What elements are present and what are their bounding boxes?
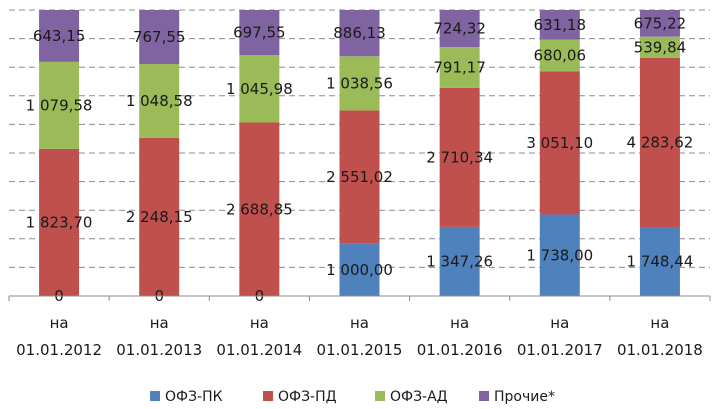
bar-segment-3-cat-6 <box>539 39 580 72</box>
bar-segment-4-cat-2 <box>139 10 180 65</box>
legend: ОФЗ-ПК ОФЗ-ПД ОФЗ-АД Прочие* <box>150 389 555 405</box>
legend-label: ОФЗ-ПД <box>278 389 337 405</box>
bar-segment-2-cat-4 <box>339 110 380 244</box>
x-tick-label: на 01.01.2018 <box>617 314 703 359</box>
data-label: 724,32 <box>433 20 486 38</box>
data-label: 886,13 <box>333 24 386 42</box>
bar-segment-1-cat-4 <box>339 243 380 296</box>
data-label: 2 688,85 <box>226 200 293 218</box>
bar-segment-3-cat-4 <box>339 56 380 111</box>
bar-segment-3-cat-1 <box>39 61 80 149</box>
x-tick-label: на 01.01.2013 <box>116 314 202 359</box>
x-tick-label: на 01.01.2015 <box>317 314 403 359</box>
legend-swatch <box>479 391 489 401</box>
data-label: 1 347,26 <box>426 252 493 270</box>
data-label: 2 551,02 <box>326 168 393 186</box>
data-label: 767,55 <box>133 28 186 46</box>
bar-segment-2-cat-2 <box>139 137 180 296</box>
x-tick-label: на 01.01.2014 <box>216 314 302 359</box>
data-label: 791,17 <box>433 58 486 76</box>
bar-segment-1-cat-6 <box>539 214 580 296</box>
bar-segment-3-cat-7 <box>639 36 680 58</box>
data-label: 1 079,58 <box>26 96 93 114</box>
bar-segment-2-cat-6 <box>539 71 580 215</box>
data-label: 1 048,58 <box>126 92 193 110</box>
x-tick-label: на 01.01.2016 <box>417 314 503 359</box>
bar-segment-3-cat-2 <box>139 64 180 138</box>
legend-label: ОФЗ-АД <box>390 389 448 405</box>
bar-segment-4-cat-1 <box>39 10 80 62</box>
data-label: 539,84 <box>634 38 687 56</box>
bar-segment-4-cat-3 <box>239 10 280 56</box>
data-label: 697,55 <box>233 24 286 42</box>
legend-swatch <box>375 391 385 401</box>
legend-item: ОФЗ-ПД <box>263 389 337 405</box>
legend-swatch <box>263 391 273 401</box>
data-label: 643,15 <box>33 27 86 45</box>
x-axis: на 01.01.2012 на 01.01.2013 на 01.01.2014 на 01… <box>8 295 711 359</box>
legend-label: Прочие* <box>494 389 555 405</box>
bar-segment-2-cat-1 <box>39 148 80 296</box>
data-label: 1 000,00 <box>326 261 393 279</box>
data-label: 1 823,70 <box>26 213 93 231</box>
bar-segment-1-cat-5 <box>439 226 480 296</box>
bar-segment-4-cat-6 <box>539 10 580 40</box>
data-label: 2 710,34 <box>426 148 493 166</box>
bar-segment-2-cat-3 <box>239 122 280 296</box>
data-label: 1 045,98 <box>226 80 293 98</box>
data-label: 3 051,10 <box>526 134 593 152</box>
data-label: 680,06 <box>534 47 587 65</box>
legend-swatch <box>150 391 160 401</box>
bar-segment-3-cat-5 <box>439 47 480 88</box>
bar-segment-2-cat-5 <box>439 87 480 227</box>
bar-segment-4-cat-4 <box>339 10 380 57</box>
bar-segment-1-cat-7 <box>639 226 680 296</box>
legend-label: ОФЗ-ПК <box>165 389 223 405</box>
data-label: 675,22 <box>634 14 687 32</box>
x-tick-label: на 01.01.2017 <box>517 314 603 359</box>
bar-segment-2-cat-7 <box>639 57 680 227</box>
x-tick-label: на 01.01.2012 <box>16 314 102 359</box>
bar-segment-4-cat-7 <box>639 10 680 37</box>
data-label: 631,18 <box>534 16 587 34</box>
data-label: 1 748,44 <box>627 252 694 270</box>
legend-item: ОФЗ-АД <box>375 389 448 405</box>
legend-item: Прочие* <box>479 389 555 405</box>
data-label: 1 038,56 <box>326 74 393 92</box>
bar-segment-4-cat-5 <box>439 10 480 48</box>
bar-segment-3-cat-3 <box>239 55 280 123</box>
data-label: 1 738,00 <box>526 246 593 264</box>
data-label: 2 248,15 <box>126 208 193 226</box>
data-label: 4 283,62 <box>627 133 694 151</box>
bars <box>39 10 680 296</box>
legend-item: ОФЗ-ПК <box>150 389 223 405</box>
